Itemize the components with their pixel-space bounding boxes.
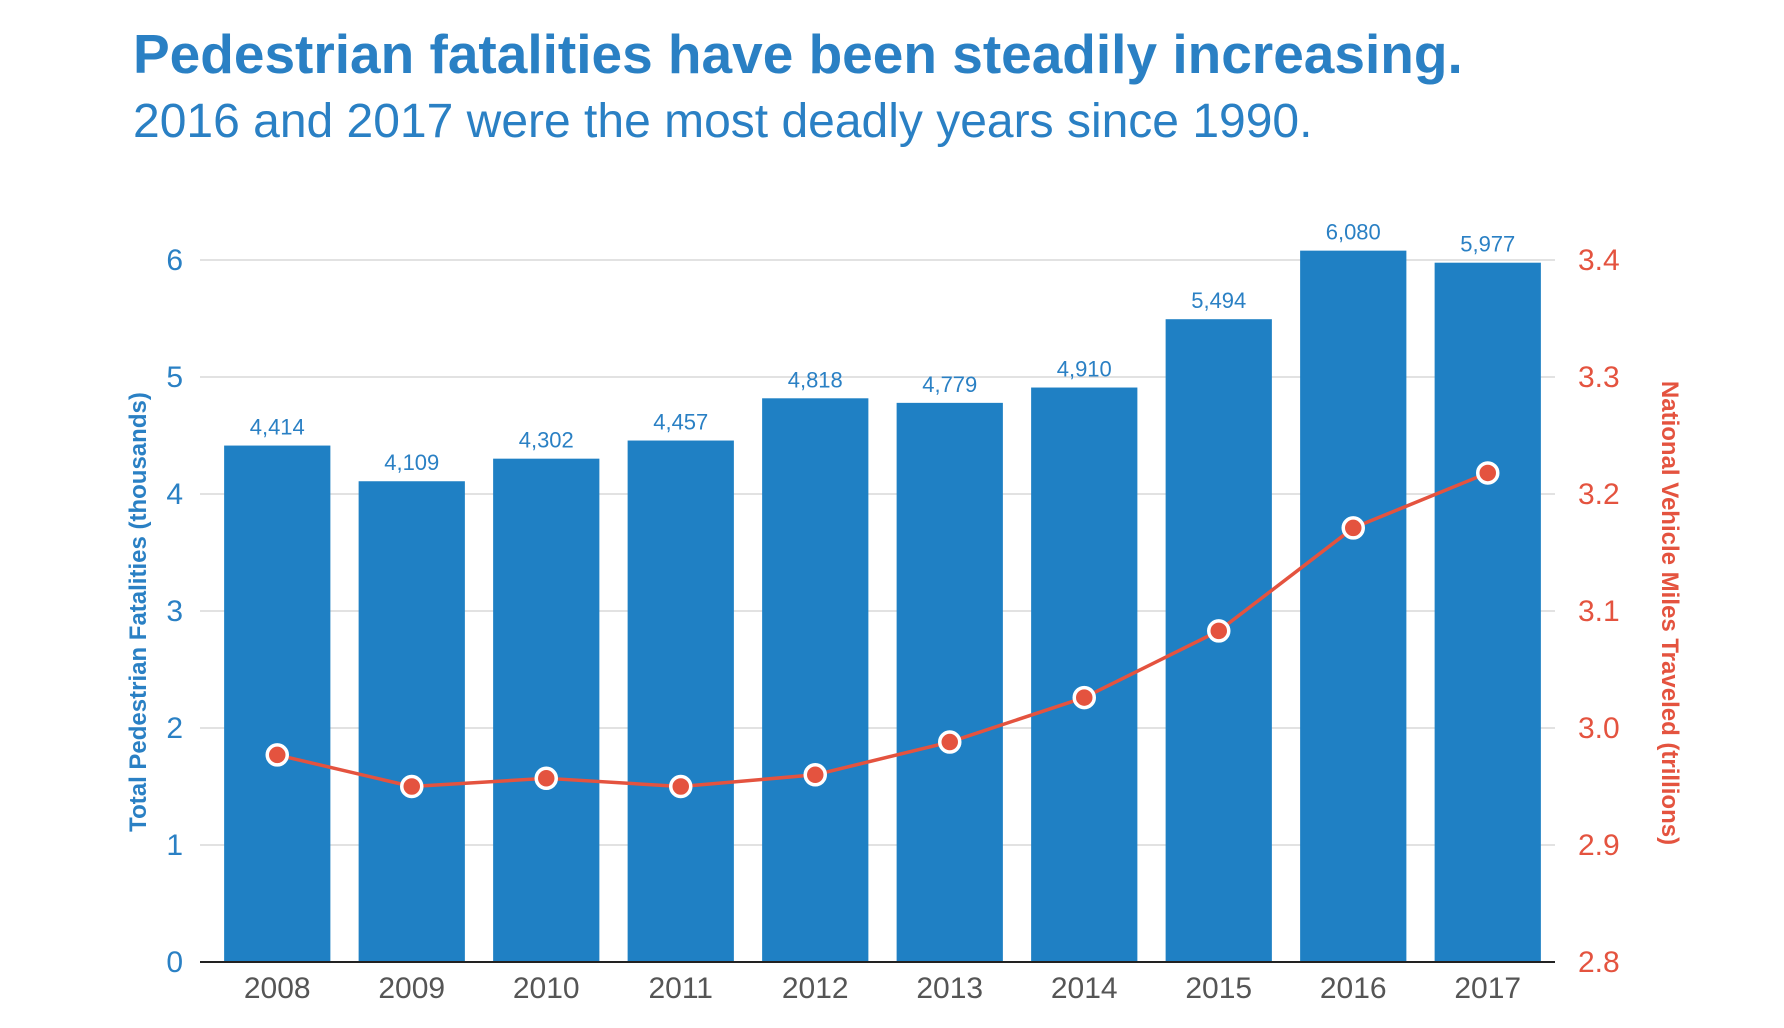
bar-data-label: 6,080 xyxy=(1326,220,1381,245)
y-axis-title: Total Pedestrian Fatalities (thousands) xyxy=(125,392,152,832)
y2-tick-label: 2.9 xyxy=(1578,829,1620,862)
bar-data-label: 4,457 xyxy=(653,410,708,435)
line-point xyxy=(1341,516,1365,540)
bar xyxy=(1031,387,1138,962)
line-point xyxy=(669,774,693,799)
bar-data-label: 4,414 xyxy=(250,415,305,440)
y2-tick-label: 3.3 xyxy=(1578,361,1620,394)
bar-data-label: 4,910 xyxy=(1057,357,1112,382)
line-point xyxy=(400,774,424,799)
x-tick-label: 2012 xyxy=(782,972,849,1005)
y2-tick-label: 3.0 xyxy=(1578,712,1620,745)
bar xyxy=(1434,262,1541,962)
x-tick-label: 2010 xyxy=(513,972,580,1005)
y-tick-label: 2 xyxy=(166,712,183,745)
y2-tick-label: 3.2 xyxy=(1578,478,1620,511)
bar-data-label: 5,494 xyxy=(1191,288,1246,313)
bar-data-label: 4,109 xyxy=(384,450,439,475)
x-tick-label: 2008 xyxy=(244,972,311,1005)
x-tick-label: 2013 xyxy=(916,972,983,1005)
series-line xyxy=(276,471,1489,789)
bar-data-label: 5,977 xyxy=(1460,232,1515,257)
bar-data-label: 4,302 xyxy=(519,428,574,453)
x-tick-label: 2016 xyxy=(1320,972,1387,1005)
y2-tick-label: 3.1 xyxy=(1578,595,1620,628)
bar xyxy=(762,398,869,962)
line-point xyxy=(1072,685,1096,710)
line-point xyxy=(1476,461,1500,485)
bar-data-label: 4,779 xyxy=(922,372,977,397)
bar xyxy=(627,440,734,962)
bar-data-label: 4,818 xyxy=(788,367,843,392)
x-tick-label: 2011 xyxy=(648,972,713,1005)
bar xyxy=(358,481,465,962)
x-tick-label: 2014 xyxy=(1051,972,1118,1005)
y2-axis-title: National Vehicle Miles Traveled (trillio… xyxy=(1656,381,1683,845)
line-point xyxy=(534,766,558,791)
x-tick-label: 2017 xyxy=(1454,972,1521,1005)
y-tick-label: 6 xyxy=(166,244,183,277)
x-tick-label: 2009 xyxy=(378,972,445,1005)
line-point xyxy=(1207,619,1231,643)
bar xyxy=(493,458,600,962)
line-point xyxy=(265,743,289,767)
bar xyxy=(1300,250,1407,962)
y2-tick-label: 3.4 xyxy=(1578,244,1620,277)
line-point xyxy=(803,763,827,787)
y-tick-label: 3 xyxy=(166,595,183,628)
y-tick-label: 0 xyxy=(166,946,183,979)
chart-subtitle: 2016 and 2017 were the most deadly years… xyxy=(133,95,1313,148)
axes: 0 1 2 3 4 5 6 2.8 2.9 3.0 3.1 3.2 3.3 3.4 2008 2009 2010… xyxy=(166,244,1619,1005)
bar-series: 4,414 4,109 4,302 4,457 4,818 4,779 4,910 5,494… xyxy=(224,220,1541,962)
chart-title: Pedestrian fatalities have been steadily… xyxy=(133,23,1463,85)
x-tick-label: 2015 xyxy=(1185,972,1252,1005)
line-point xyxy=(938,730,962,754)
bar xyxy=(896,402,1003,962)
y-tick-label: 4 xyxy=(166,478,183,511)
y2-tick-label: 2.8 xyxy=(1578,946,1620,979)
y-tick-label: 1 xyxy=(166,829,183,862)
bar xyxy=(224,445,331,962)
line-series xyxy=(265,461,1500,799)
y-tick-label: 5 xyxy=(166,361,183,394)
